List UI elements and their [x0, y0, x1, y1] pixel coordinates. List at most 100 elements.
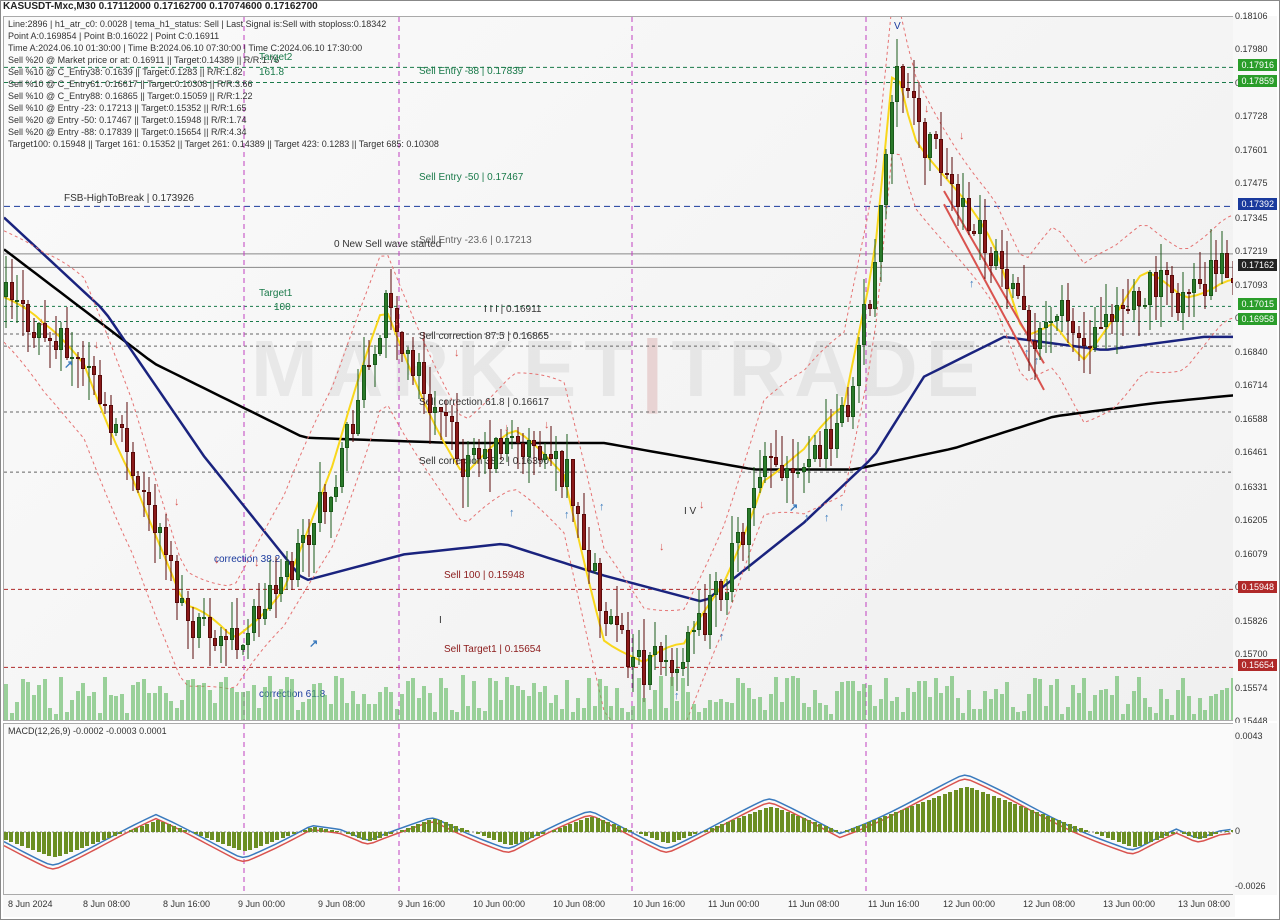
macd-bar — [883, 816, 887, 832]
macd-bar — [433, 819, 437, 832]
volume-bar — [1225, 688, 1229, 720]
macd-bar — [259, 832, 263, 846]
macd-bar — [368, 832, 372, 841]
volume-bar — [356, 704, 360, 720]
volume-bar — [840, 682, 844, 720]
macd-bar — [1111, 832, 1115, 840]
volume-bar — [725, 702, 729, 720]
macd-bar — [579, 820, 583, 832]
macd-bar — [1046, 816, 1050, 832]
macd-bar — [292, 832, 296, 834]
macd-bar — [688, 832, 692, 836]
macd-bar — [704, 830, 708, 832]
volume-bar — [422, 686, 426, 720]
macd-bar — [389, 832, 393, 834]
macd-bar — [862, 824, 866, 832]
volume-bar — [554, 695, 558, 720]
volume-bar — [1022, 711, 1026, 720]
y-tick: 0.17601 — [1235, 145, 1268, 155]
up-arrow-icon: ↑ — [719, 631, 725, 643]
x-axis: 8 Jun 20248 Jun 08:008 Jun 16:009 Jun 00… — [3, 895, 1235, 917]
volume-bar — [604, 686, 608, 720]
volume-bar — [835, 691, 839, 720]
macd-bar — [786, 812, 790, 832]
volume-bar — [499, 700, 503, 720]
macd-bar — [970, 788, 974, 832]
y-tick: 0.16331 — [1235, 482, 1268, 492]
macd-bar — [9, 832, 13, 842]
volume-bar — [994, 689, 998, 720]
y-tick: 0.16461 — [1235, 447, 1268, 457]
volume-bar — [703, 708, 707, 720]
price-tag: 0.17392 — [1238, 198, 1277, 210]
macd-panel[interactable]: MACD(12,26,9) -0.0002 -0.0003 0.0001 — [3, 723, 1235, 895]
macd-bar — [872, 820, 876, 832]
macd-bar — [1214, 832, 1218, 834]
macd-bar — [606, 822, 610, 832]
volume-bar — [532, 683, 536, 720]
macd-bar — [753, 812, 757, 832]
volume-bar — [752, 699, 756, 720]
price-tag: 0.16958 — [1238, 313, 1277, 325]
volume-bar — [796, 678, 800, 720]
macd-bar — [921, 802, 925, 832]
info-line: Line:2896 | h1_atr_c0: 0.0028 | tema_h1_… — [8, 19, 386, 29]
volume-bar — [1192, 714, 1196, 720]
macd-bar — [552, 830, 556, 832]
macd-bar — [894, 812, 898, 832]
volume-bar — [576, 698, 580, 720]
volume-bar — [37, 685, 41, 720]
x-tick: 11 Jun 08:00 — [788, 899, 839, 909]
volume-bar — [103, 677, 107, 720]
volume-bar — [395, 709, 399, 720]
macd-bar — [1225, 831, 1229, 832]
macd-bar — [845, 830, 849, 832]
macd-bar — [1117, 832, 1121, 842]
info-line: Sell %10 @ C_Entry38: 0.1639 || Target:0… — [8, 67, 242, 77]
volume-bar — [1121, 714, 1125, 720]
chart-label: V — [894, 21, 901, 32]
macd-bar — [1160, 832, 1164, 838]
chart-label: 0 New Sell wave started — [334, 239, 441, 250]
macd-bar — [1106, 832, 1110, 838]
volume-bar — [780, 702, 784, 720]
y-tick: 0.17980 — [1235, 44, 1268, 54]
volume-bar — [807, 707, 811, 720]
macd-y-tick: 0.0043 — [1235, 731, 1263, 741]
volume-bar — [362, 694, 366, 720]
main-chart[interactable]: MARKET|TRADE Line:2896 | h1_atr_c0: 0.00… — [3, 16, 1235, 721]
macd-bar — [1008, 802, 1012, 832]
volume-bar — [1137, 677, 1141, 720]
volume-bar — [21, 679, 25, 720]
y-tick: 0.16588 — [1235, 414, 1268, 424]
volume-bar — [884, 678, 888, 720]
volume-bar — [989, 699, 993, 720]
macd-bar — [1100, 832, 1104, 836]
volume-bar — [956, 698, 960, 720]
macd-y-tick: 0 — [1235, 826, 1240, 836]
macd-bar — [373, 832, 377, 840]
volume-bar — [263, 687, 267, 720]
volume-bar — [351, 691, 355, 720]
macd-bar — [58, 832, 62, 856]
volume-bar — [290, 679, 294, 720]
macd-bar — [601, 820, 605, 832]
y-tick: 0.15826 — [1235, 616, 1268, 626]
macd-bar — [15, 832, 19, 844]
volume-bar — [345, 703, 349, 720]
macd-bar — [205, 832, 209, 838]
chart-label: Target2 — [259, 52, 292, 63]
macd-bar — [75, 832, 79, 850]
volume-bar — [120, 694, 124, 720]
macd-bar — [444, 822, 448, 832]
macd-bar — [710, 828, 714, 832]
macd-bar — [465, 830, 469, 832]
volume-bar — [670, 677, 674, 720]
macd-bar — [1019, 806, 1023, 832]
volume-bar — [219, 682, 223, 720]
volume-bar — [714, 702, 718, 720]
chart-title: KASUSDT-Mxc,M30 0.17112000 0.17162700 0.… — [3, 1, 318, 12]
volume-bar — [1038, 679, 1042, 720]
macd-bar — [178, 828, 182, 832]
volume-bar — [1033, 678, 1037, 720]
